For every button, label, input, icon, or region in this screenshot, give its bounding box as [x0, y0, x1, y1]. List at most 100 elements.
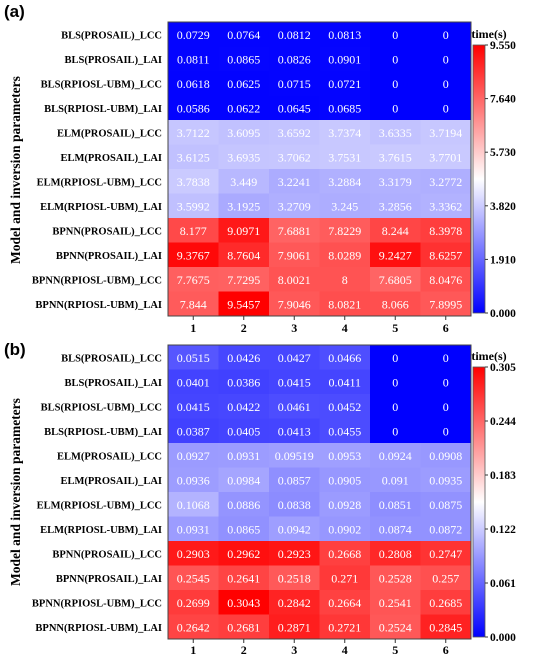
cell-value-label: 7.6881 — [278, 224, 311, 238]
heatmap-cell — [370, 614, 421, 640]
cell-value-label: 0.0401 — [177, 375, 210, 389]
cell-value-label: 0.0908 — [429, 449, 462, 463]
cell-value-label: 0 — [392, 351, 398, 365]
row-tick-label: BPNN(RPIOSL-UBM)_LAI — [35, 623, 162, 634]
heatmap-cell — [269, 144, 320, 170]
cell-value-label: 0.0586 — [177, 101, 210, 115]
cell-value-label: 0.0813 — [328, 28, 361, 42]
cell-value-label: 0.2699 — [177, 596, 210, 610]
cell-value-label: 7.6805 — [379, 273, 412, 287]
cell-value-label: 0.0875 — [429, 498, 462, 512]
row-tick-label: BPNN(RPIOSL-UBM)_LCC — [32, 275, 162, 286]
heatmap-cell — [218, 590, 270, 615]
heatmap-cell — [420, 71, 472, 96]
cell-value-label: 3.7838 — [177, 175, 210, 189]
heatmap-cell — [168, 242, 219, 268]
cell-value-label: 0.0928 — [328, 498, 361, 512]
cell-value-label: 0.091 — [382, 473, 409, 487]
heatmap-cell — [269, 614, 320, 640]
cell-value-label: 0.0466 — [328, 351, 361, 365]
heatmap-cell — [218, 242, 270, 268]
row-tick-label: ELM(RPIOSL-UBM)_LAI — [40, 202, 162, 213]
heatmap-cell — [218, 193, 270, 219]
heatmap-cell — [269, 418, 320, 444]
heatmap-cell — [168, 443, 219, 468]
row-tick-label: ELM(PROSAIL)_LCC — [57, 451, 162, 462]
cell-value-label: 0.0886 — [227, 498, 260, 512]
cell-value-label: 0 — [392, 400, 398, 414]
colorbar-tick-label: 7.640 — [490, 94, 516, 106]
cell-value-label: 0.257 — [432, 571, 459, 585]
cell-value-label: 0.0902 — [328, 522, 361, 536]
row-tick-label: BPNN(PROSAIL)_LCC — [52, 549, 162, 560]
heatmap-cell — [370, 71, 421, 96]
heatmap-cell — [269, 291, 320, 317]
colorbar-tick-label: 0.183 — [490, 470, 516, 482]
cell-value-label: 0.2871 — [278, 620, 311, 634]
cell-value-label: 0.0455 — [328, 424, 361, 438]
cell-value-label: 3.3179 — [379, 175, 412, 189]
cell-value-label: 3.449 — [230, 175, 257, 189]
cell-value-label: 8.0021 — [278, 273, 311, 287]
cell-value-label: 3.7374 — [328, 126, 361, 140]
row-tick-label: ELM(RPIOSL-UBM)_LCC — [37, 500, 162, 511]
cell-value-label: 0.0387 — [177, 424, 210, 438]
column-tick-label: 6 — [443, 321, 449, 335]
cell-value-label: 0.0515 — [177, 351, 210, 365]
cell-value-label: 7.9046 — [278, 297, 311, 311]
heatmap-cell — [168, 144, 219, 170]
cell-value-label: 0.0622 — [227, 101, 260, 115]
cell-value-label: 0.2681 — [227, 620, 260, 634]
heatmap-cell — [370, 193, 421, 219]
heatmap-cell — [218, 614, 270, 640]
cell-value-label: 3.7194 — [429, 126, 462, 140]
heatmap-cell — [420, 394, 472, 419]
cell-value-label: 0.0927 — [177, 449, 210, 463]
cell-value-label: 0.0984 — [227, 473, 260, 487]
heatmap-cell — [269, 22, 320, 47]
cell-value-label: 0 — [392, 77, 398, 91]
cell-value-label: 8.177 — [180, 224, 207, 238]
heatmap-cell — [370, 242, 421, 268]
heatmap-cell — [370, 492, 421, 517]
heatmap-cell — [319, 218, 371, 243]
heatmap-cell — [168, 590, 219, 615]
row-tick-label: BLS(RPIOSL-UBM)_LCC — [41, 402, 162, 413]
heatmap-cell — [370, 516, 421, 542]
heatmap-cell — [319, 590, 371, 615]
heatmap-cell — [319, 193, 371, 219]
cell-value-label: 0.0426 — [227, 351, 260, 365]
heatmap-cell — [218, 345, 270, 370]
cell-value-label: 0 — [392, 424, 398, 438]
colorbar-tick-label: 5.730 — [490, 147, 516, 159]
cell-value-label: 0.2845 — [429, 620, 462, 634]
row-tick-label: BPNN(PROSAIL)_LCC — [52, 226, 162, 237]
heatmap-cell — [420, 492, 472, 517]
heatmap-cell — [269, 46, 320, 72]
cell-value-label: 3.245 — [331, 199, 358, 213]
cell-value-label: 3.2709 — [278, 199, 311, 213]
heatmap-cell — [269, 193, 320, 219]
cell-value-label: 0.0427 — [278, 351, 311, 365]
column-tick-label: 5 — [392, 321, 398, 335]
cell-value-label: 0.2903 — [177, 547, 210, 561]
cell-value-label: 0.0386 — [227, 375, 260, 389]
heatmap-cell — [269, 242, 320, 268]
heatmap-cell — [218, 95, 270, 121]
heatmap-cell — [218, 144, 270, 170]
heatmap-cell — [269, 565, 320, 591]
cell-value-label: 0.0931 — [227, 449, 260, 463]
heatmap-cell — [370, 541, 421, 566]
panel-label: (b) — [4, 340, 26, 359]
heatmap-cell — [370, 22, 421, 47]
colorbar-tick-label: 0.305 — [490, 362, 516, 374]
heatmap-cell — [420, 614, 472, 640]
y-axis-title: Model and inversion parameters — [8, 76, 23, 264]
cell-value-label: 7.7295 — [227, 273, 260, 287]
cell-value-label: 0.0452 — [328, 400, 361, 414]
cell-value-label: 0 — [443, 375, 449, 389]
heatmap-cell — [168, 467, 219, 493]
cell-value-label: 3.1925 — [227, 199, 260, 213]
cell-value-label: 0.0872 — [429, 522, 462, 536]
cell-value-label: 0.2541 — [379, 596, 412, 610]
